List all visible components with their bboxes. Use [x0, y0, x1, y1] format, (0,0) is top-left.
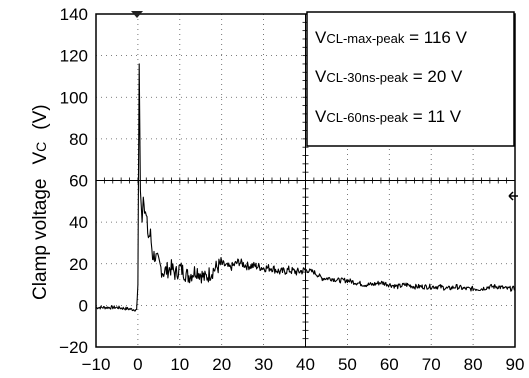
y-tick-label: 20 [69, 255, 88, 274]
x-tick-label: 60 [380, 355, 399, 374]
x-tick-label: 50 [338, 355, 357, 374]
y-tick-label: 140 [60, 5, 88, 24]
x-tick-label: 10 [170, 355, 189, 374]
annotation-30ns-peak: VCL-30ns-peak = 20 V [315, 67, 463, 86]
x-tick-label: −10 [82, 355, 111, 374]
plot-border [95, 13, 516, 348]
y-axis-label: Clamp voltageVC(V) [30, 104, 51, 300]
y-tick-label: −20 [59, 338, 88, 357]
trigger-marker-top [131, 11, 143, 18]
y-tick-label: 0 [79, 296, 88, 315]
annotation-box [306, 11, 515, 147]
x-tick-label: 40 [296, 355, 315, 374]
annotation-max-peak: VCL-max-peak = 116 V [315, 28, 468, 47]
y-tick-label: 80 [69, 130, 88, 149]
x-tick-label: 80 [464, 355, 483, 374]
y-tick-label: 120 [60, 47, 88, 66]
y-tick-label: 60 [69, 172, 88, 191]
y-tick-label: 100 [60, 88, 88, 107]
x-tick-label: 90 [506, 355, 525, 374]
x-tick-label: 70 [422, 355, 441, 374]
x-tick-label: 20 [212, 355, 231, 374]
plot-frame [95, 13, 516, 348]
y-tick-label: 40 [69, 213, 88, 232]
x-tick-label: 30 [254, 355, 273, 374]
annotation-60ns-peak: VCL-60ns-peak = 11 V [315, 107, 462, 126]
trigger-level-arrow [508, 191, 518, 201]
x-tick-label: 0 [133, 355, 142, 374]
x-tick-labels: −10 0 10 20 30 40 50 60 70 80 90 [82, 355, 525, 374]
y-tick-labels: −20 0 20 40 60 80 100 120 140 [59, 5, 88, 357]
series-line [95, 63, 516, 312]
